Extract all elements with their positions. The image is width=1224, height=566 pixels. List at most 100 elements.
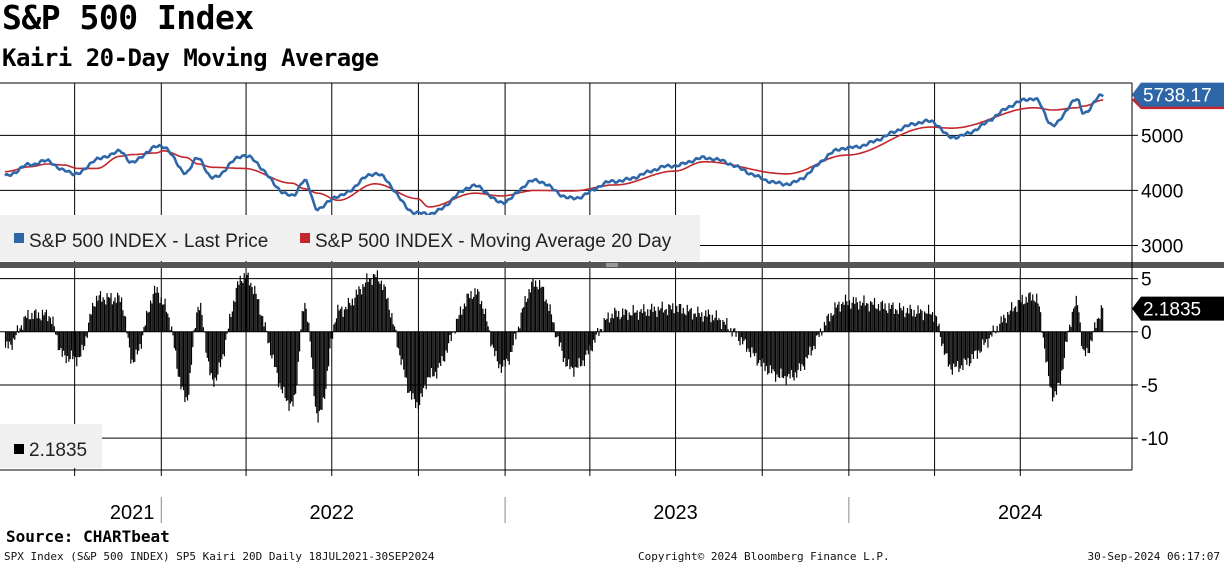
kairi-bar [1095, 327, 1097, 332]
kairi-bar [326, 331, 328, 371]
kairi-bar [902, 306, 905, 332]
kairi-bar [463, 303, 466, 332]
moving-average-legend-label: S&P 500 INDEX - Moving Average 20 Day [315, 231, 672, 252]
kairi-bar [759, 331, 761, 361]
kairi-bar [662, 312, 665, 332]
kairi-bar [205, 331, 207, 353]
kairi-bar [549, 304, 551, 332]
kairi-bar [19, 328, 21, 332]
kairi-bar [392, 324, 394, 332]
kairi-bar [1047, 331, 1050, 377]
kairi-bar [93, 306, 95, 332]
kairi-bar [408, 331, 410, 393]
kairi-bar [312, 331, 314, 369]
kairi-bar [529, 292, 531, 332]
kairi-bar [626, 310, 628, 332]
kairi-bar [436, 331, 438, 379]
kairi-bar [833, 314, 835, 332]
kairi-bar [735, 331, 737, 337]
kairi-bar [43, 315, 45, 332]
kairi-bar [55, 331, 57, 335]
kairi-bar [623, 314, 625, 332]
kairi-bar [375, 276, 377, 332]
kairi-bar [142, 331, 144, 336]
kairi-bar [420, 331, 422, 394]
kairi-bar [175, 331, 177, 351]
kairi-bar [648, 316, 650, 332]
kairi-bar [72, 331, 74, 360]
kairi-bar [842, 302, 844, 332]
kairi-bar [574, 331, 576, 368]
kairi-bar [869, 301, 872, 332]
kairi-bar [341, 306, 343, 332]
kairi-bar [927, 304, 930, 332]
y-axis-labels: 3000 4000 5000 5 0 -5 -10 5738.17 2.1835 [1132, 82, 1224, 450]
kairi-bar [449, 331, 451, 335]
kairi-bar [943, 331, 946, 355]
kairi-bar [935, 316, 938, 332]
kairi-bar [418, 331, 421, 406]
kairi-bar [368, 278, 371, 332]
kairi-bar [302, 311, 305, 332]
kairi-bar [1016, 311, 1018, 332]
kairi-bar [338, 310, 340, 332]
kairi-bar [682, 307, 684, 332]
kairi-bar [105, 304, 107, 332]
kairi-bar [502, 331, 504, 367]
kairi-bar [867, 303, 869, 332]
kairi-bar [359, 289, 361, 332]
kairi-bar [299, 331, 301, 352]
kairi-bar [819, 328, 822, 332]
kairi-bar [992, 325, 994, 332]
kairi-bar [968, 331, 971, 367]
kairi-bar [697, 306, 699, 332]
kairi-bar [255, 293, 257, 332]
kairi-bar [222, 331, 224, 355]
kairi-bar [225, 331, 227, 340]
kairi-bar [189, 331, 191, 373]
kairi-bar [908, 313, 910, 332]
kairi-bar [421, 331, 423, 397]
kairi-bar [231, 311, 233, 332]
kairi-bar [979, 331, 981, 353]
kairi-bar [858, 309, 860, 332]
kairi-bar [101, 301, 103, 332]
kairi-bar [966, 331, 968, 365]
kairi-bar [491, 331, 493, 345]
kairi-bar [123, 315, 125, 332]
kairi-bar [677, 311, 679, 332]
kairi-bar [715, 310, 717, 332]
kairi-bar [309, 331, 311, 342]
kairi-bar [504, 331, 506, 367]
kairi-bar [169, 330, 171, 332]
kairi-bar [1057, 331, 1059, 384]
kairi-bar [740, 331, 742, 338]
kairi-bar [512, 331, 514, 346]
kairi-bar [233, 300, 235, 332]
kairi-bar [690, 307, 692, 332]
kairi-bar [798, 331, 800, 364]
kairi-bar [680, 303, 682, 332]
kairi-bar [645, 315, 647, 332]
kairi-bar [118, 295, 120, 332]
kairi-bar [91, 302, 94, 332]
kairi-bar [988, 331, 990, 339]
kairi-bar [213, 331, 215, 387]
kairi-bar [78, 331, 80, 358]
kairi-bar [192, 331, 194, 348]
kairi-bar [776, 331, 778, 375]
kairi-bar [1033, 300, 1035, 332]
kairi-bar [532, 279, 534, 332]
kairi-bar [393, 326, 396, 332]
kairi-bar [36, 318, 38, 332]
kairi-bar [587, 331, 589, 355]
kairi-bar [407, 331, 409, 393]
kairi-bar [334, 322, 336, 332]
kairi-bar [496, 331, 498, 362]
kairi-bar [823, 321, 826, 332]
kairi-bar [967, 331, 969, 359]
kairi-bar [635, 312, 637, 332]
kairi-bar [738, 331, 740, 342]
kairi-bar [538, 280, 541, 332]
